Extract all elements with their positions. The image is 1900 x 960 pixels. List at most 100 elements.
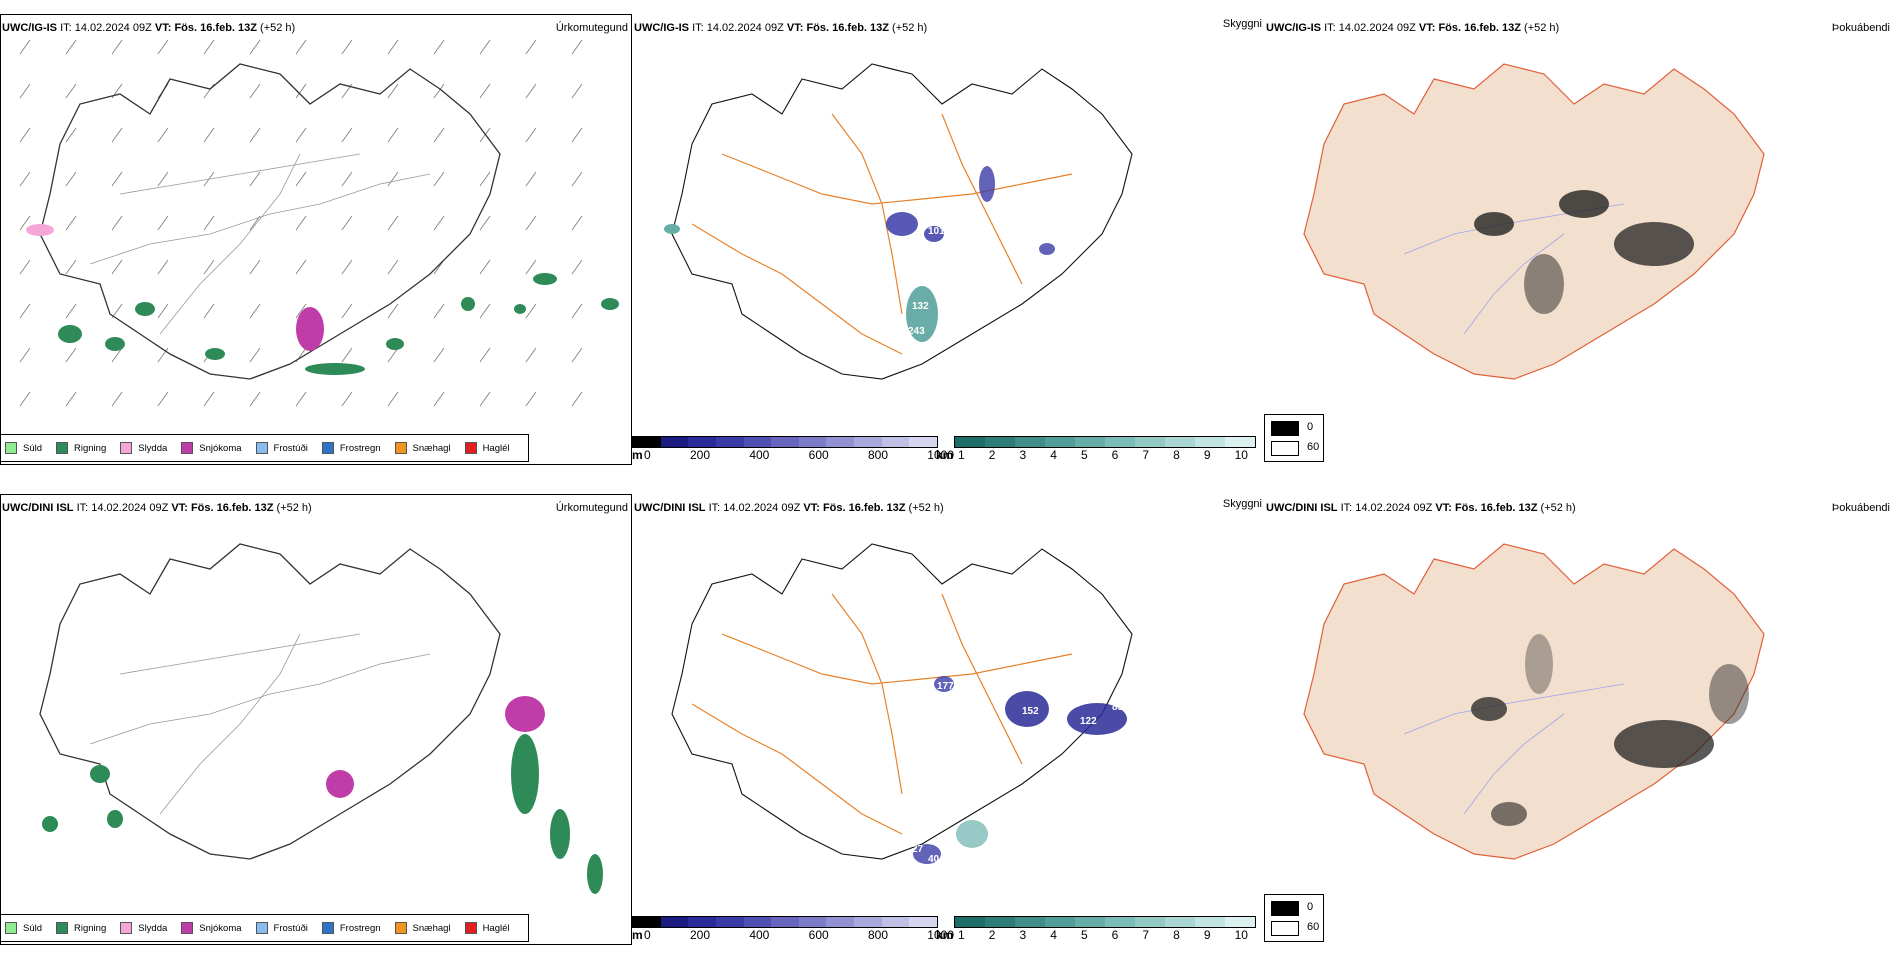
wind-barb [65,259,77,275]
tick-label: 6 [1111,928,1119,942]
vt-label: VT: [154,22,172,34]
wind-barb [65,303,77,319]
tick-label: 6 [1111,448,1119,462]
wind-barb [295,39,307,55]
model-name: UWC/DINI ISL [1266,502,1338,514]
wind-barb [433,39,445,55]
wind-barb [249,83,261,99]
legend-item: Frostúði [255,922,308,934]
wind-barb [525,127,537,143]
wind-barb [203,127,215,143]
wind-barb [203,259,215,275]
legend-label: Slydda [138,442,168,454]
legend-swatch [56,442,69,454]
legend-label: Snæhagl [412,442,451,454]
wind-barb [249,303,261,319]
wind-barb [433,83,445,99]
wind-barb [525,347,537,363]
wind-barb [387,215,399,231]
tick-label: 3 [1019,448,1027,462]
snow-area [505,696,545,732]
colorbar-segment [715,917,744,927]
wind-barb [433,347,445,363]
wind-barb [525,215,537,231]
wind-barb [479,83,491,99]
wind-barb [19,127,31,143]
colorbar-segment [955,917,985,927]
tick-label: 8 [1173,928,1180,942]
tick-label: 9 [1203,448,1211,462]
ceiling-unit: m [632,928,643,942]
colorbar-segment [1135,437,1165,447]
map-frame [0,494,632,945]
wind-barb [157,303,169,319]
legend-label: Slydda [138,922,168,934]
tick-label: 800 [867,928,888,942]
wind-barb [525,83,537,99]
wind-barb [249,347,261,363]
wind-barb [157,171,169,187]
legend-swatch [464,922,477,934]
wind-barb [19,347,31,363]
model-name: UWC/IG-IS [1266,22,1321,34]
colorbar-segment [881,917,910,927]
legend-item: Snæhagl [394,922,451,934]
tick-label: 200 [689,928,711,942]
panel-header: UWC/IG-IS IT: 14.02.2024 09Z VT: Fös. 16… [1266,22,1559,34]
wind-barb [341,215,353,231]
legend-item: Haglél [464,442,510,454]
coastline [39,543,501,860]
colorbar-segment [771,437,799,447]
tick-label: 1000 [927,928,954,942]
wind-barb [295,83,307,99]
it-value: 14.02.2024 09Z [723,502,801,514]
tick-label: 5 [1080,928,1088,942]
tick-label: 7 [1142,928,1150,942]
tick-label: 2 [988,928,996,942]
colorbar-segment [660,437,689,447]
wind-barb [203,303,215,319]
tick-label: 200 [689,448,711,462]
legend-item: Slydda [120,442,167,454]
colorbar-segment [955,437,985,447]
ceiling-ticks: 0 200 400 600 800 1000 [644,928,954,942]
wind-barb [387,259,399,275]
colorbar-segment [743,437,772,447]
wind-barb [157,347,169,363]
wind-barb [433,303,445,319]
tick-label: 5 [1080,448,1088,462]
wind-barb [479,391,491,407]
fog-legend-label: 60 [1307,921,1320,933]
legend-swatch [120,442,133,454]
legend-swatch [255,442,268,454]
tick-label: 600 [808,448,829,462]
wind-barb [387,127,399,143]
legend-swatch [464,442,477,454]
wind-barb [571,83,583,99]
roads [691,113,1073,355]
land-area [1303,543,1765,860]
it-label: IT: [60,22,72,34]
tick-label: 0 [644,448,651,462]
panel-header: UWC/DINI ISL IT: 14.02.2024 09Z VT: Fös.… [1266,502,1576,514]
wind-barb [433,215,445,231]
it-value: 14.02.2024 09Z [91,502,169,514]
cloud-value: 1042 [894,236,917,247]
legend-swatch [56,922,69,934]
it-label: IT: [692,22,704,34]
wind-barb [111,391,123,407]
legend-item: Slydda [120,922,167,934]
wind-barb [65,391,77,407]
colorbar-segment [688,437,716,447]
colorbar-segment [1135,917,1165,927]
colorbar-segment [798,437,827,447]
cloud-value: 66 [892,331,904,342]
legend-item: Frostregn [321,922,381,934]
model-name: UWC/DINI ISL [2,502,74,514]
wind-barb [65,127,77,143]
cloud-panel-top: UWC/IG-IS IT: 14.02.2024 09Z VT: Fös. 16… [632,14,1264,480]
colorbar-segment [1015,437,1045,447]
vt-label: VT: [1435,502,1452,514]
it-value: 14.02.2024 09Z [1355,502,1433,514]
wind-barb [341,347,353,363]
